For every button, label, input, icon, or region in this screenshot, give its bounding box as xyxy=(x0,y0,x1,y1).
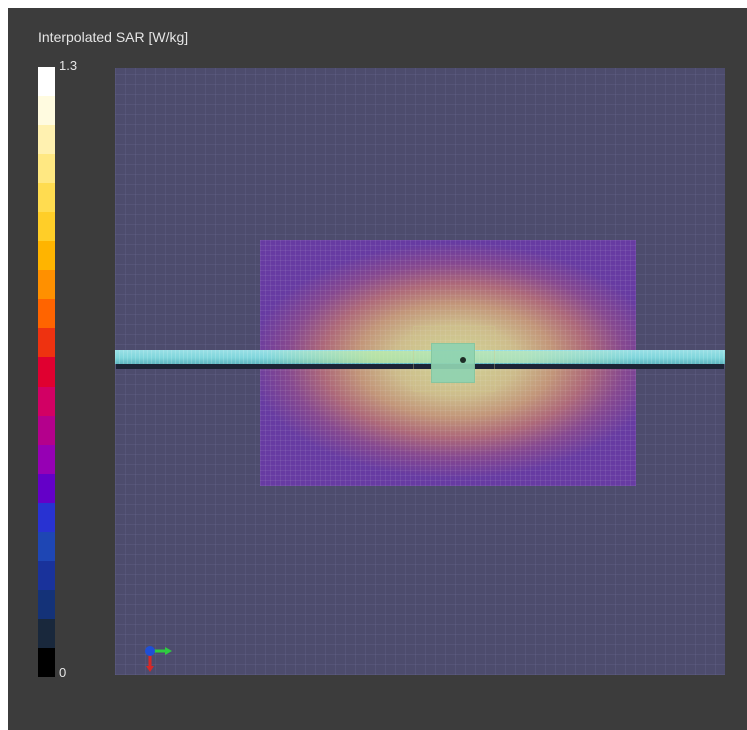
feed-region-outline xyxy=(413,326,495,392)
colorbar-segment xyxy=(38,96,55,126)
colorbar-segment xyxy=(38,328,55,358)
axes-triad-icon[interactable] xyxy=(138,633,178,673)
legend-title: Interpolated SAR [W/kg] xyxy=(38,29,189,45)
colorbar-segment xyxy=(38,560,55,590)
colorbar-segment xyxy=(38,589,55,619)
colorbar-segment xyxy=(38,386,55,416)
colorbar-segment xyxy=(38,183,55,213)
colorbar-segment xyxy=(38,415,55,445)
colorbar-segment xyxy=(38,212,55,242)
colorbar-segment xyxy=(38,270,55,300)
colorbar-segment xyxy=(38,473,55,503)
colorbar-segment xyxy=(38,444,55,474)
colorbar-segment xyxy=(38,241,55,271)
colorbar-segment xyxy=(38,647,55,677)
y-axis-dot xyxy=(145,646,155,656)
colorbar-segment xyxy=(38,531,55,561)
z-axis-arrow xyxy=(146,666,154,672)
colorbar-segment xyxy=(38,125,55,155)
colorbar-segment xyxy=(38,618,55,648)
colorbar-segment xyxy=(38,357,55,387)
colorbar-segment xyxy=(38,502,55,532)
x-axis-arrow xyxy=(165,647,172,655)
colorbar-max-label: 1.3 xyxy=(59,58,78,73)
sar-colorbar xyxy=(38,67,55,677)
feed-point xyxy=(460,357,466,363)
3d-viewport[interactable]: Interpolated SAR [W/kg] 1.3 0 xyxy=(8,8,747,730)
feed-gap-box xyxy=(431,343,475,383)
simulation-scene[interactable] xyxy=(115,68,725,675)
colorbar-segment xyxy=(38,67,55,97)
colorbar-min-label: 0 xyxy=(59,665,67,680)
colorbar-segment xyxy=(38,299,55,329)
colorbar-segment xyxy=(38,154,55,184)
